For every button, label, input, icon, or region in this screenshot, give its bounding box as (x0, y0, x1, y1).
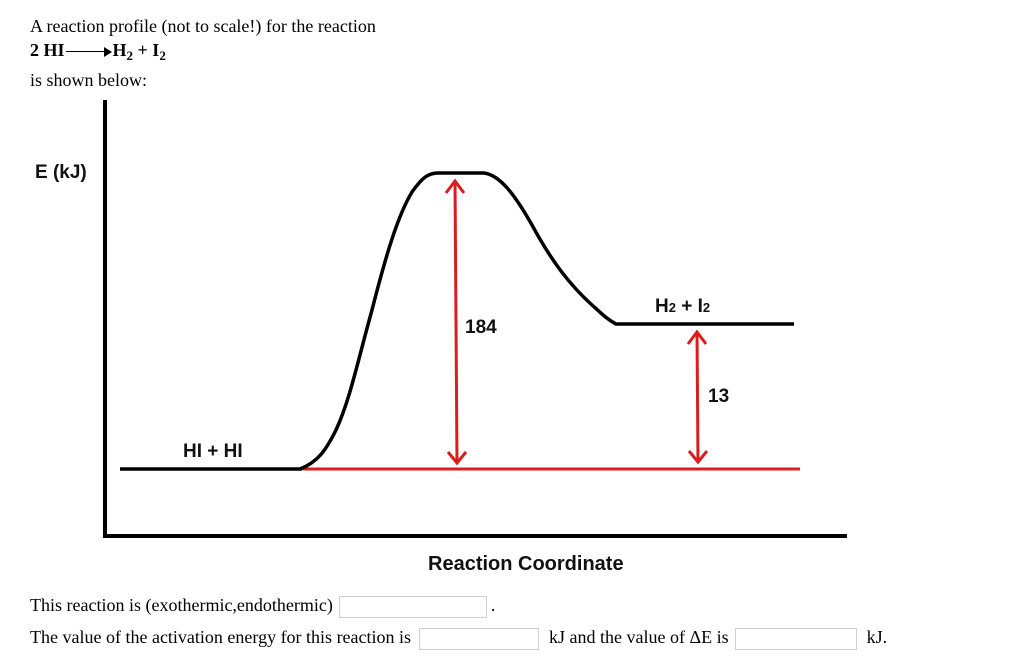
reactant: 2 HI (30, 40, 65, 60)
activation-energy-value: 184 (465, 317, 497, 338)
reactants-label: HI + HI (183, 441, 243, 462)
question-text: This reaction is (exothermic,endothermic… (30, 595, 333, 615)
product-h: H (112, 40, 127, 60)
activation-energy-arrow (444, 178, 468, 466)
y-axis-label: E (kJ) (35, 162, 87, 183)
delta-e-arrow (686, 329, 709, 465)
products-label: H2 + I2 (655, 296, 710, 317)
intro-line: is shown below: (30, 70, 147, 90)
delta-e-input[interactable] (734, 627, 857, 650)
reaction-type-input[interactable] (338, 595, 487, 618)
delta-e-value: 13 (708, 386, 729, 407)
product-i: I (152, 40, 160, 60)
question-text: The value of the activation energy for t… (30, 627, 412, 647)
energy-curve (299, 171, 794, 471)
question-reaction-type: This reaction is (exothermic,endothermic… (30, 593, 495, 618)
reaction-equation: 2 HI H2 + I2 (30, 40, 166, 63)
x-axis-label: Reaction Coordinate (428, 553, 624, 575)
reaction-arrow-icon (65, 46, 112, 57)
activation-energy-input[interactable] (419, 627, 540, 650)
question-energies: The value of the activation energy for t… (30, 625, 887, 650)
reaction-profile-diagram: E (kJ) Reaction Coordinate HI + HI H2 + … (35, 100, 847, 575)
problem-intro: A reaction profile (not to scale!) for t… (30, 14, 376, 92)
intro-line: A reaction profile (not to scale!) for t… (30, 16, 376, 36)
